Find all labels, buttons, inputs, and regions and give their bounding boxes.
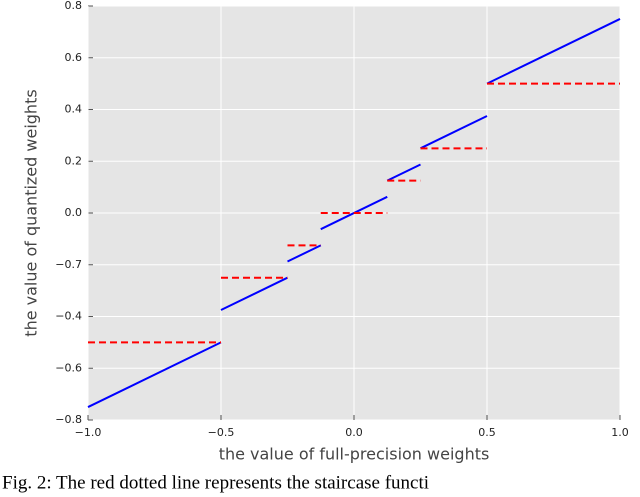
y-tick-label: 0.6 bbox=[65, 51, 83, 64]
x-tick-label: 0.0 bbox=[345, 426, 363, 439]
caption: Fig. 2: The red dotted line represents t… bbox=[2, 472, 429, 493]
y-tick-label: −0.4 bbox=[55, 310, 82, 323]
x-tick-label: 0.5 bbox=[478, 426, 496, 439]
y-tick-label: 0.0 bbox=[65, 206, 83, 219]
y-axis-label: the value of quantized weights bbox=[22, 89, 41, 336]
x-tick-label: −1.0 bbox=[75, 426, 102, 439]
x-axis-label: the value of full-precision weights bbox=[219, 445, 490, 464]
x-tick-label: 1.0 bbox=[611, 426, 629, 439]
line bbox=[88, 82, 620, 344]
y-tick-label: 0.4 bbox=[65, 103, 83, 116]
x-tick-label: −0.5 bbox=[208, 426, 235, 439]
y-tick-label: −0.8 bbox=[55, 413, 82, 426]
y-tick-label: −0.6 bbox=[55, 361, 82, 374]
y-tick-label: 0.8 bbox=[65, 0, 83, 12]
y-tick-label: −0.7 bbox=[55, 258, 82, 271]
y-tick-label: 0.2 bbox=[65, 154, 83, 167]
